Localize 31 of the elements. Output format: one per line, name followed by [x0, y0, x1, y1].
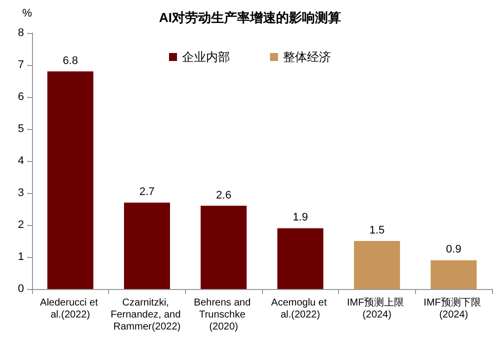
- y-tick-label: 7: [18, 59, 24, 71]
- chart-title: AI对劳动生产率增速的影响测算: [159, 10, 341, 25]
- x-tick-label: Behrens and Trunschke (2020): [194, 298, 254, 332]
- bar: [47, 71, 94, 289]
- legend-label: 整体经济: [283, 50, 331, 64]
- y-tick-label: 8: [18, 27, 24, 39]
- x-tick-label: IMF预测上限 (2024): [347, 296, 407, 320]
- data-label: 1.5: [369, 224, 385, 236]
- bar: [200, 206, 247, 289]
- data-label: 2.7: [139, 186, 155, 198]
- y-tick-label: 5: [18, 123, 24, 135]
- x-tick-label: IMF预测下限 (2024): [424, 296, 484, 320]
- legend-label: 企业内部: [182, 50, 230, 64]
- data-label: 0.9: [446, 244, 462, 256]
- bar: [430, 260, 477, 289]
- y-tick-label: 0: [18, 283, 24, 295]
- y-tick-label: 6: [18, 91, 24, 103]
- bar: [124, 202, 170, 289]
- x-tick-label: Alederucci et al.(2022): [40, 298, 101, 320]
- y-axis-title: %: [22, 8, 32, 20]
- data-label: 2.6: [216, 189, 232, 202]
- bar: [354, 241, 400, 289]
- y-tick-label: 2: [18, 219, 24, 231]
- data-label: 6.8: [62, 54, 78, 67]
- x-tick-label: Czarnitzki, Fernandez, and Rammer(2022): [110, 298, 184, 332]
- data-label: 1.9: [292, 212, 308, 224]
- y-tick-label: 4: [18, 155, 24, 167]
- bar: [277, 228, 324, 289]
- y-tick-label: 1: [18, 251, 24, 263]
- x-tick-label: Acemoglu et al.(2022): [271, 298, 330, 320]
- y-tick-label: 3: [18, 187, 24, 199]
